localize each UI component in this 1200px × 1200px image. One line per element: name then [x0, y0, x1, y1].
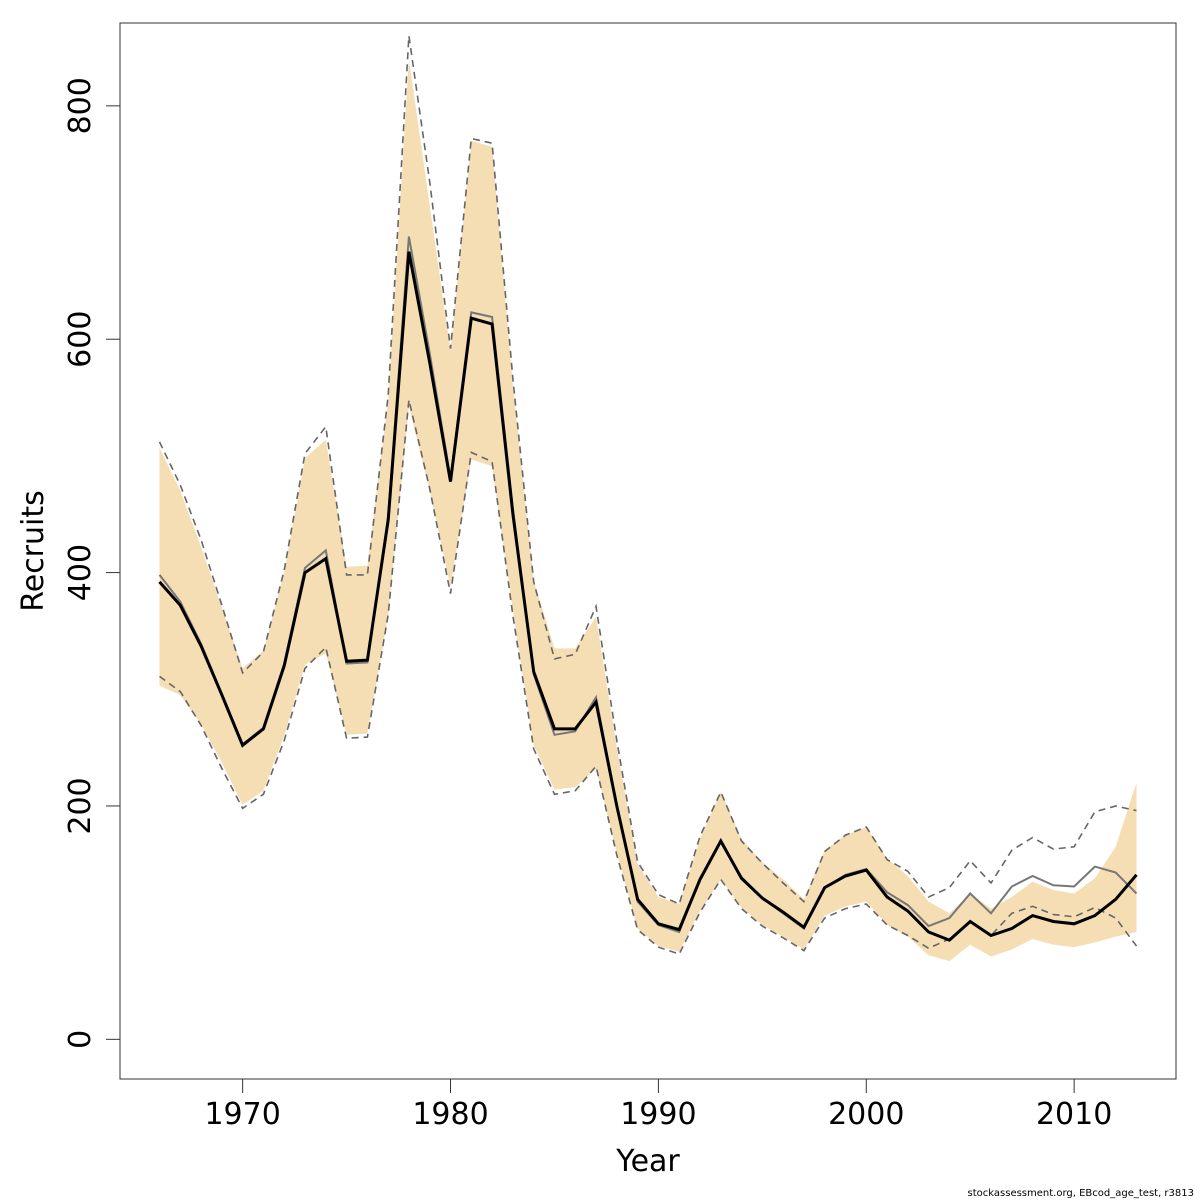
x-tick-label: 1990	[620, 1097, 696, 1132]
y-axis-title: Recruits	[16, 490, 51, 612]
y-tick-label: 0	[63, 1030, 98, 1049]
previous-ci-upper-line	[158, 35, 1137, 906]
y-axis: 0 200 400 600 800	[63, 77, 121, 1049]
y-tick-label: 600	[63, 311, 98, 368]
confidence-band	[159, 59, 1137, 962]
x-tick-label: 2010	[1036, 1097, 1112, 1132]
x-tick-label: 2000	[828, 1097, 904, 1132]
x-tick-label: 1980	[412, 1097, 488, 1132]
y-tick-label: 800	[63, 77, 98, 134]
x-axis-title: Year	[615, 1144, 680, 1179]
estimate-line	[158, 251, 1138, 942]
y-tick-label: 400	[63, 544, 98, 601]
x-axis: 1970 1980 1990 2000 2010	[204, 1078, 1112, 1132]
footer-credit: stockassessment.org, EBcod_age_test, r38…	[968, 1188, 1194, 1199]
x-tick-label: 1970	[204, 1097, 280, 1132]
y-tick-label: 200	[63, 777, 98, 834]
plot-layer	[158, 35, 1138, 962]
